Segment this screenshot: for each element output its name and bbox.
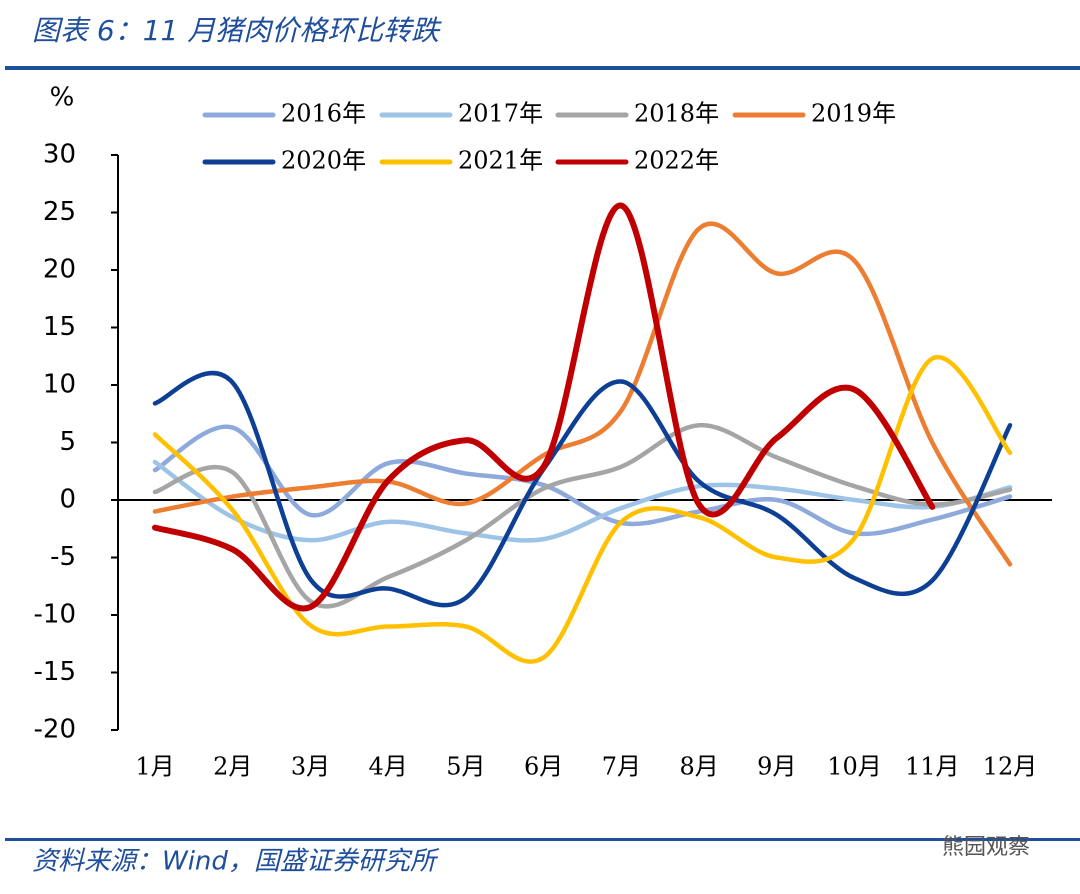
x-tick-label: 4月 [369, 753, 408, 781]
x-tick-label: 6月 [524, 753, 563, 781]
legend-label: 2022年 [634, 147, 719, 175]
y-tick-label: 15 [43, 312, 76, 342]
y-tick-label: -15 [34, 657, 76, 687]
legend-label: 2019年 [811, 100, 896, 128]
series-line [152, 422, 1013, 609]
x-tick-label: 10月 [827, 753, 882, 781]
y-tick-label: -5 [50, 542, 76, 572]
top-rule [5, 66, 1080, 70]
x-tick-label: 9月 [757, 753, 796, 781]
series-line [152, 354, 1013, 664]
x-tick-label: 5月 [446, 753, 485, 781]
y-tick-label: 10 [43, 370, 76, 400]
y-tick-label: 30 [43, 140, 76, 170]
y-tick-label: 5 [59, 427, 76, 457]
series-line [152, 202, 936, 612]
y-tick-label: -10 [34, 600, 76, 630]
legend-label: 2016年 [281, 100, 366, 128]
source-note: 资料来源：Wind，国盛证券研究所 [32, 847, 440, 877]
y-tick-label: 20 [43, 255, 76, 285]
legend-label: 2020年 [281, 147, 366, 175]
x-tick-label: 3月 [291, 753, 330, 781]
chart-title: 图表 6：11 月猪肉价格环比转跌 [32, 14, 442, 47]
legend-label: 2017年 [458, 100, 543, 128]
watermark: 熊园观察 [942, 835, 1030, 860]
x-tick-label: 7月 [602, 753, 641, 781]
legend-label: 2018年 [634, 100, 719, 128]
x-tick-label: 2月 [213, 753, 252, 781]
series-line [152, 459, 1013, 543]
x-tick-label: 8月 [679, 753, 718, 781]
series-line [152, 221, 1013, 567]
legend-label: 2021年 [458, 147, 543, 175]
x-tick-label: 12月 [983, 753, 1038, 781]
y-tick-label: 25 [43, 197, 76, 227]
y-axis-label: % [50, 83, 75, 113]
series-line [152, 424, 1013, 537]
series-line [152, 370, 1013, 608]
bottom-rule [5, 838, 1080, 841]
x-tick-label: 11月 [905, 753, 960, 781]
y-tick-label: 0 [59, 485, 76, 515]
x-tick-label: 1月 [135, 753, 174, 781]
y-tick-label: -20 [34, 715, 76, 745]
